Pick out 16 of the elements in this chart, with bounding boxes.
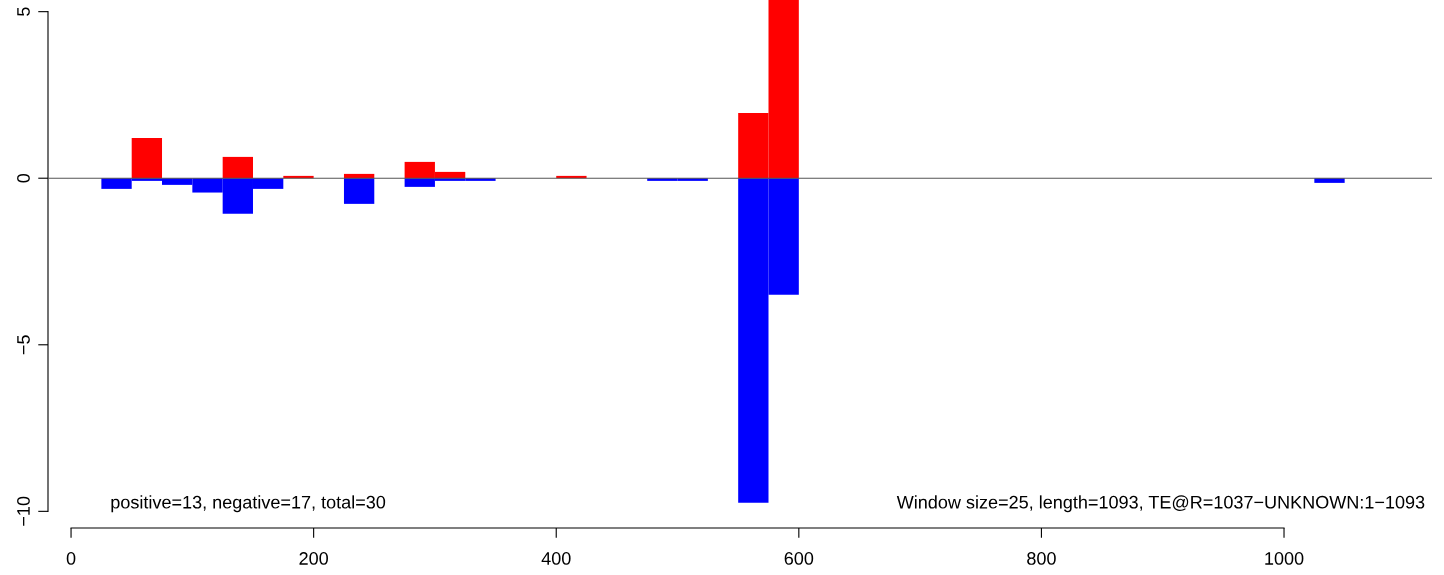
x-tick-label: 1000: [1265, 552, 1304, 565]
bar: [131, 137, 163, 179]
bar: [343, 178, 375, 204]
y-tick-label: 5: [17, 7, 30, 16]
y-tick-label: 0: [17, 173, 30, 183]
bar: [222, 156, 253, 179]
annotation: Window size=25, length=1093, TE@R=1037−UNKNOWN:1−1093: [896, 495, 1425, 513]
bar: [343, 173, 375, 179]
x-tick-label: 200: [299, 552, 328, 565]
x-tick-label: 400: [541, 552, 571, 565]
y-tick-label: −5: [17, 335, 30, 355]
y-tick-label: −10: [17, 496, 30, 526]
x-tick-label: 0: [66, 552, 76, 565]
annotation: positive=13, negative=17, total=30: [111, 495, 386, 513]
x-tick-label: 800: [1027, 552, 1056, 565]
x-tick-label: 600: [784, 552, 814, 565]
